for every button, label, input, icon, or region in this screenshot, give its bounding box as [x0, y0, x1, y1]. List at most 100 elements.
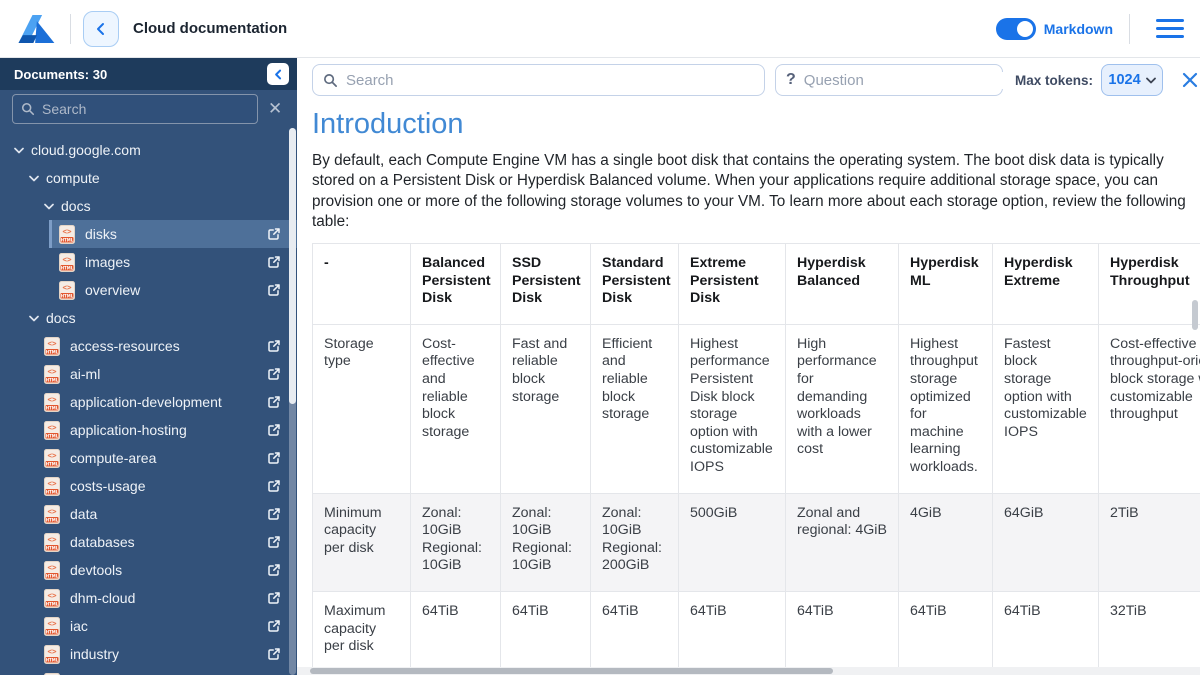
table-cell: Efficient and reliable block storage: [590, 323, 679, 494]
tree-item-label: disks: [85, 226, 117, 242]
svg-text:<>: <>: [47, 479, 57, 488]
sidebar-item-devtools[interactable]: <> HTML devtools: [0, 556, 297, 584]
sidebar-item-dhm-cloud[interactable]: <> HTML dhm-cloud: [0, 584, 297, 612]
sidebar-collapse-button[interactable]: [267, 63, 289, 85]
svg-text:<>: <>: [47, 395, 57, 404]
open-external-button[interactable]: [267, 647, 281, 661]
open-external-button[interactable]: [267, 563, 281, 577]
svg-text:<>: <>: [47, 367, 57, 376]
open-external-button[interactable]: [267, 507, 281, 521]
sidebar-item-item[interactable]: <>HTML: [0, 668, 297, 675]
max-tokens-dropdown[interactable]: 1024: [1101, 64, 1164, 96]
sidebar: Documents: 30 ✕ cloud.google.com compute d…: [0, 58, 297, 675]
tree-folder-cloud-google-com[interactable]: cloud.google.com: [0, 136, 297, 164]
tree-item-label: dhm-cloud: [70, 590, 136, 606]
open-external-button[interactable]: [267, 227, 281, 241]
svg-text:<>: <>: [62, 255, 72, 264]
sidebar-search-row: ✕: [0, 90, 297, 128]
sidebar-item-overview[interactable]: <> HTML overview: [0, 276, 297, 304]
sidebar-item-iac[interactable]: <> HTML iac: [0, 612, 297, 640]
sidebar-item-data[interactable]: <> HTML data: [0, 500, 297, 528]
tree-item-label: application-development: [70, 394, 222, 410]
tree-folder-docs[interactable]: docs: [0, 192, 297, 220]
open-external-button[interactable]: [267, 423, 281, 437]
search-input[interactable]: [346, 71, 754, 89]
chevron-down-icon: [44, 203, 54, 209]
tree-item-label: cloud.google.com: [31, 142, 141, 158]
sidebar-scrollbar-thumb[interactable]: [289, 128, 296, 404]
svg-text:HTML: HTML: [46, 433, 59, 438]
sidebar-item-costs-usage[interactable]: <> HTML costs-usage: [0, 472, 297, 500]
open-external-button[interactable]: [267, 451, 281, 465]
tree-folder-docs[interactable]: docs: [0, 304, 297, 332]
horizontal-scrollbar-thumb[interactable]: [310, 668, 833, 674]
table-cell: 64TiB: [992, 591, 1099, 673]
table-cell: Zonal: 10GiB Regional: 200GiB: [590, 492, 679, 593]
external-link-icon: [268, 564, 280, 576]
table-cell: Fastest block storage option with custom…: [992, 323, 1099, 494]
open-external-button[interactable]: [267, 283, 281, 297]
table-cell: Zonal: 10GiB Regional: 10GiB: [500, 492, 591, 593]
svg-text:HTML: HTML: [46, 517, 59, 522]
external-link-icon: [268, 396, 280, 408]
open-external-button[interactable]: [267, 339, 281, 353]
tree-item-label: ai-ml: [70, 366, 101, 382]
chevron-down-icon: [29, 315, 39, 321]
open-external-button[interactable]: [267, 479, 281, 493]
sidebar-item-databases[interactable]: <> HTML databases: [0, 528, 297, 556]
clear-search-icon[interactable]: ✕: [268, 99, 283, 118]
intro-paragraph: By default, each Compute Engine VM has a…: [312, 152, 1186, 231]
table-header-cell: Balanced Persistent Disk: [410, 242, 501, 325]
sidebar-item-access-resources[interactable]: <> HTML access-resources: [0, 332, 297, 360]
sidebar-item-compute-area[interactable]: <> HTML compute-area: [0, 444, 297, 472]
table-cell: Highest performance Persistent Disk bloc…: [678, 323, 786, 494]
table-cell: Cost-effective and reliable block storag…: [410, 323, 501, 494]
chevron-down-icon: [14, 147, 24, 153]
sidebar-item-industry[interactable]: <> HTML industry: [0, 640, 297, 668]
document-title: Introduction: [312, 108, 464, 140]
external-link-icon: [268, 368, 280, 380]
storage-options-table: - Balanced Persistent Disk SSD Persistent …: [312, 242, 1200, 675]
svg-text:<>: <>: [47, 423, 57, 432]
search-box[interactable]: [312, 64, 765, 96]
sidebar-item-images[interactable]: <> HTML images: [0, 248, 297, 276]
table-header-cell: Hyperdisk Throughput: [1098, 242, 1200, 325]
sidebar-item-application-hosting[interactable]: <> HTML application-hosting: [0, 416, 297, 444]
vertical-scrollbar-thumb[interactable]: [1192, 300, 1198, 330]
close-panel-button[interactable]: [1181, 71, 1199, 89]
table-cell: 32TiB: [1098, 591, 1200, 673]
sidebar-item-application-development[interactable]: <> HTML application-development: [0, 388, 297, 416]
html-file-icon: <>HTML: [44, 448, 60, 468]
tree-item-label: databases: [70, 534, 135, 550]
question-input[interactable]: [803, 71, 1003, 89]
open-external-button[interactable]: [267, 367, 281, 381]
open-external-button[interactable]: [267, 619, 281, 633]
table-cell: Highest throughput storage optimized for…: [898, 323, 993, 494]
open-external-button[interactable]: [267, 255, 281, 269]
tree-folder-compute[interactable]: compute: [0, 164, 297, 192]
table-cell: 64TiB: [410, 591, 501, 673]
back-button[interactable]: [83, 10, 119, 47]
sidebar-item-disks[interactable]: <> HTML disks: [0, 220, 297, 248]
table-row: Minimum capacity per disk Zonal: 10GiB Re…: [312, 492, 1200, 593]
storage-options-table-wrap: - Balanced Persistent Disk SSD Persistent …: [312, 242, 1200, 675]
html-file-icon: <>HTML: [44, 364, 60, 384]
menu-icon[interactable]: [1156, 19, 1184, 38]
tree-item-label: costs-usage: [70, 478, 146, 494]
svg-text:<>: <>: [47, 507, 57, 516]
svg-text:HTML: HTML: [46, 461, 59, 466]
question-box[interactable]: ?: [775, 64, 1003, 96]
sidebar-item-ai-ml[interactable]: <> HTML ai-ml: [0, 360, 297, 388]
table-row: Storage type Cost-effective and reliable …: [312, 323, 1200, 494]
open-external-button[interactable]: [267, 591, 281, 605]
sidebar-search-input[interactable]: [42, 101, 249, 117]
open-external-button[interactable]: [267, 395, 281, 409]
table-cell: 64GiB: [992, 492, 1099, 593]
sidebar-search-box[interactable]: [12, 94, 258, 124]
markdown-toggle[interactable]: [995, 17, 1036, 40]
horizontal-scrollbar-track[interactable]: [297, 667, 1200, 675]
tree-item-label: compute-area: [70, 450, 157, 466]
tree-item-label: images: [85, 254, 131, 270]
open-external-button[interactable]: [267, 535, 281, 549]
search-icon: [21, 102, 35, 116]
